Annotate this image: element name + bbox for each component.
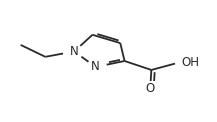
Text: N: N [91, 61, 100, 73]
Text: OH: OH [181, 56, 199, 69]
Text: N: N [70, 45, 79, 58]
Text: O: O [146, 82, 155, 95]
